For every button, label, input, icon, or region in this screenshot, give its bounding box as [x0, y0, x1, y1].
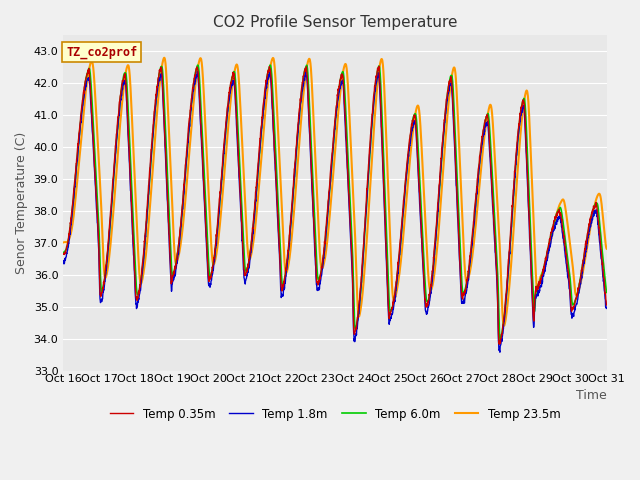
Temp 0.35m: [351, 331, 358, 337]
Temp 1.8m: [193, 69, 201, 74]
Temp 0.35m: [60, 251, 67, 257]
Temp 23.5m: [603, 246, 611, 252]
Temp 6.0m: [266, 62, 274, 68]
Title: CO2 Profile Sensor Temperature: CO2 Profile Sensor Temperature: [212, 15, 457, 30]
Temp 0.35m: [375, 63, 383, 69]
Temp 1.8m: [493, 280, 500, 286]
X-axis label: Time: Time: [576, 389, 607, 402]
Temp 23.5m: [363, 240, 371, 246]
Temp 1.8m: [363, 200, 371, 205]
Temp 23.5m: [556, 203, 563, 209]
Temp 23.5m: [351, 224, 358, 229]
Temp 6.0m: [211, 252, 219, 257]
Temp 23.5m: [500, 323, 508, 329]
Temp 1.8m: [60, 261, 67, 266]
Temp 0.35m: [211, 247, 219, 252]
Temp 1.8m: [496, 349, 504, 355]
Temp 23.5m: [161, 55, 168, 60]
Temp 1.8m: [211, 252, 219, 258]
Temp 1.8m: [556, 215, 563, 221]
Temp 6.0m: [556, 206, 563, 212]
Line: Temp 1.8m: Temp 1.8m: [63, 72, 607, 352]
Temp 1.8m: [570, 309, 578, 315]
Temp 1.8m: [351, 339, 358, 345]
Temp 0.35m: [556, 208, 563, 214]
Y-axis label: Senor Temperature (C): Senor Temperature (C): [15, 132, 28, 274]
Temp 6.0m: [493, 256, 500, 262]
Text: TZ_co2prof: TZ_co2prof: [66, 46, 137, 59]
Temp 6.0m: [603, 289, 611, 295]
Legend: Temp 0.35m, Temp 1.8m, Temp 6.0m, Temp 23.5m: Temp 0.35m, Temp 1.8m, Temp 6.0m, Temp 2…: [105, 403, 565, 425]
Temp 0.35m: [362, 199, 370, 205]
Temp 6.0m: [60, 250, 67, 255]
Temp 0.35m: [603, 302, 611, 308]
Temp 23.5m: [60, 240, 67, 245]
Line: Temp 6.0m: Temp 6.0m: [63, 65, 607, 340]
Temp 6.0m: [570, 300, 578, 306]
Temp 6.0m: [497, 337, 504, 343]
Temp 6.0m: [363, 202, 371, 208]
Line: Temp 0.35m: Temp 0.35m: [63, 66, 607, 344]
Line: Temp 23.5m: Temp 23.5m: [63, 58, 607, 326]
Temp 23.5m: [211, 258, 219, 264]
Temp 23.5m: [493, 192, 500, 197]
Temp 1.8m: [603, 305, 611, 311]
Temp 0.35m: [493, 274, 500, 280]
Temp 0.35m: [495, 341, 503, 347]
Temp 23.5m: [570, 279, 578, 285]
Temp 6.0m: [351, 322, 358, 328]
Temp 0.35m: [570, 303, 578, 309]
